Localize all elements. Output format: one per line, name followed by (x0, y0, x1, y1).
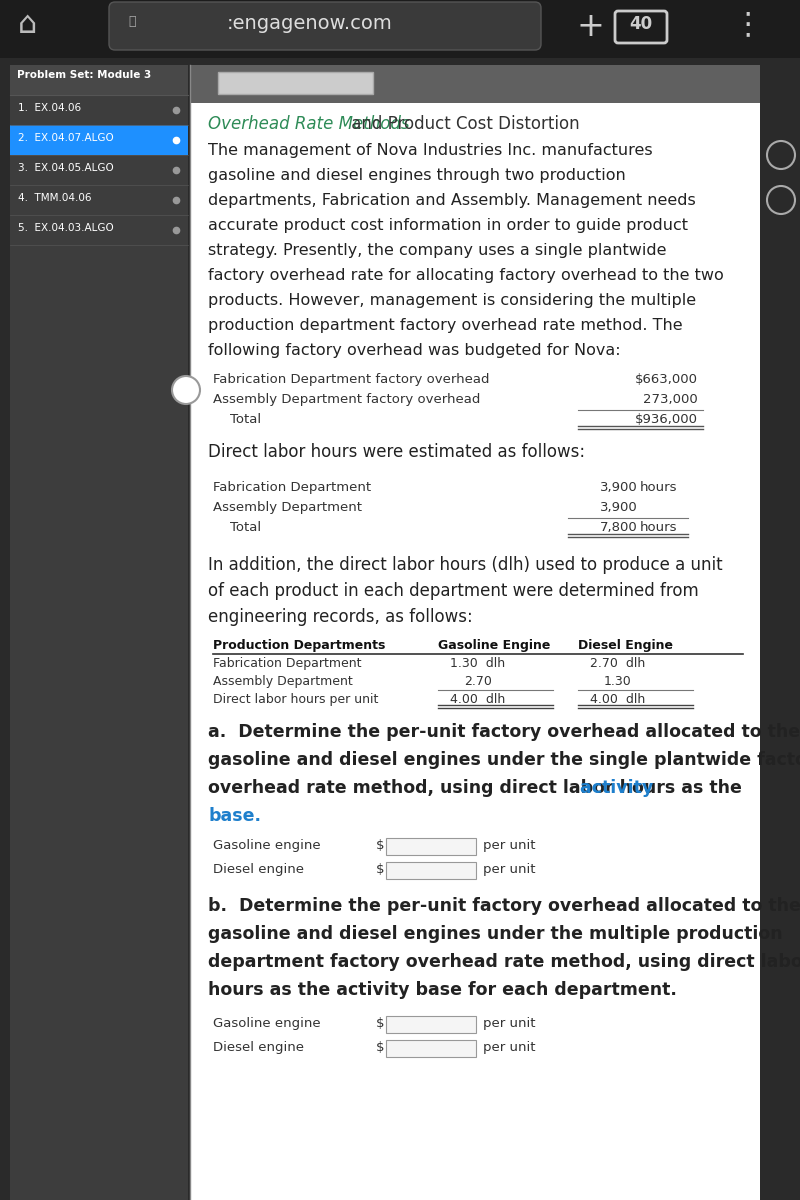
Text: 7,800: 7,800 (600, 521, 638, 534)
Bar (218, 72, 373, 94)
Text: per unit: per unit (483, 839, 535, 852)
Text: 2.70  dlh: 2.70 dlh (590, 658, 646, 670)
Text: Problem Set: Module 3: Problem Set: Module 3 (17, 70, 151, 80)
Bar (0, 0, 800, 58)
Text: accurate product cost information in order to guide product: accurate product cost information in ord… (208, 218, 688, 233)
Text: $: $ (376, 839, 385, 852)
Text: $: $ (376, 863, 385, 876)
Text: department factory overhead rate method, using direct labor: department factory overhead rate method,… (208, 953, 800, 971)
Text: ○: ○ (774, 192, 788, 206)
Text: Total: Total (213, 521, 261, 534)
Text: Fabrication Department factory overhead: Fabrication Department factory overhead (213, 373, 490, 386)
Text: The management of Nova Industries Inc. manufactures: The management of Nova Industries Inc. m… (208, 143, 653, 158)
Circle shape (767, 186, 795, 214)
Text: strategy. Presently, the company uses a single plantwide: strategy. Presently, the company uses a … (208, 242, 666, 258)
Text: 1.  EX.04.06: 1. EX.04.06 (18, 103, 81, 113)
Text: 273,000: 273,000 (643, 392, 698, 406)
Text: 4.  TMM.04.06: 4. TMM.04.06 (18, 193, 91, 203)
Text: Assembly Department factory overhead: Assembly Department factory overhead (213, 392, 480, 406)
Text: Diesel Engine: Diesel Engine (578, 638, 673, 652)
Bar (190, 65, 760, 1200)
Bar (10, 185, 188, 215)
Bar (386, 1016, 476, 1033)
Text: gasoline and diesel engines under the multiple production: gasoline and diesel engines under the mu… (208, 925, 782, 943)
Text: overhead rate method, using direct labor hours as the: overhead rate method, using direct labor… (208, 779, 742, 797)
Text: 40: 40 (630, 14, 653, 32)
Bar (386, 862, 476, 878)
Bar (190, 65, 760, 103)
Text: +: + (576, 10, 604, 43)
Text: activity: activity (574, 779, 653, 797)
Text: Overhead Rate Methods: Overhead Rate Methods (208, 115, 410, 133)
Text: Assembly Department: Assembly Department (213, 674, 353, 688)
Text: hours: hours (640, 481, 678, 494)
FancyBboxPatch shape (109, 2, 541, 50)
Text: 1.30: 1.30 (604, 674, 632, 688)
Bar (10, 95, 188, 125)
Text: ?: ? (776, 148, 786, 166)
Text: gasoline and diesel engines under the single plantwide factory: gasoline and diesel engines under the si… (208, 751, 800, 769)
Text: products. However, management is considering the multiple: products. However, management is conside… (208, 293, 696, 308)
Text: In addition, the direct labor hours (dlh) used to produce a unit: In addition, the direct labor hours (dlh… (208, 556, 722, 574)
Circle shape (767, 140, 795, 169)
Circle shape (172, 376, 200, 404)
Text: per unit: per unit (483, 863, 535, 876)
Text: per unit: per unit (483, 1018, 535, 1030)
Text: Diesel engine: Diesel engine (213, 1040, 304, 1054)
Text: and Product Cost Distortion: and Product Cost Distortion (346, 115, 579, 133)
Text: Gasoline engine: Gasoline engine (213, 1018, 321, 1030)
Text: following factory overhead was budgeted for Nova:: following factory overhead was budgeted … (208, 343, 621, 358)
Text: 2.  EX.04.07.ALGO: 2. EX.04.07.ALGO (18, 133, 114, 143)
Text: a.  Determine the per-unit factory overhead allocated to the: a. Determine the per-unit factory overhe… (208, 722, 800, 740)
Text: hours as the activity base for each department.: hours as the activity base for each depa… (208, 982, 677, 998)
Text: 3.  EX.04.05.ALGO: 3. EX.04.05.ALGO (18, 163, 114, 173)
Text: <: < (180, 383, 192, 398)
Text: per unit: per unit (483, 1040, 535, 1054)
Text: Total: Total (213, 413, 261, 426)
Text: ⋮: ⋮ (733, 10, 763, 38)
Bar (10, 125, 188, 155)
Text: 5.  EX.04.03.ALGO: 5. EX.04.03.ALGO (18, 223, 114, 233)
Text: 3,900: 3,900 (600, 502, 638, 514)
Bar (386, 838, 476, 854)
Bar (386, 1040, 476, 1057)
Text: 4.00  dlh: 4.00 dlh (450, 692, 506, 706)
Text: b.  Determine the per-unit factory overhead allocated to the: b. Determine the per-unit factory overhe… (208, 898, 800, 914)
Text: $: $ (376, 1018, 385, 1030)
Text: Fabrication Department: Fabrication Department (213, 658, 362, 670)
Text: engineering records, as follows:: engineering records, as follows: (208, 608, 473, 626)
Text: factory overhead rate for allocating factory overhead to the two: factory overhead rate for allocating fac… (208, 268, 724, 283)
Bar (10, 65, 188, 1200)
Text: $936,000: $936,000 (635, 413, 698, 426)
Text: base.: base. (208, 806, 261, 826)
Text: 🔒: 🔒 (128, 14, 135, 28)
Text: $663,000: $663,000 (635, 373, 698, 386)
Bar (10, 215, 188, 245)
Text: 4.00  dlh: 4.00 dlh (590, 692, 646, 706)
Text: Gasoline engine: Gasoline engine (213, 839, 321, 852)
Text: Assembly Department: Assembly Department (213, 502, 362, 514)
Text: Production Departments: Production Departments (213, 638, 386, 652)
Text: 2.70: 2.70 (464, 674, 492, 688)
Text: production department factory overhead rate method. The: production department factory overhead r… (208, 318, 682, 332)
Text: 1.30  dlh: 1.30 dlh (450, 658, 506, 670)
Text: Gasoline Engine: Gasoline Engine (438, 638, 550, 652)
Text: Diesel engine: Diesel engine (213, 863, 304, 876)
Bar (762, 65, 800, 1200)
Text: ⌂: ⌂ (18, 10, 38, 38)
Bar (10, 65, 188, 95)
Text: gasoline and diesel engines through two production: gasoline and diesel engines through two … (208, 168, 626, 182)
Text: $: $ (376, 1040, 385, 1054)
Bar (10, 155, 188, 185)
Text: of each product in each department were determined from: of each product in each department were … (208, 582, 698, 600)
Text: Direct labor hours per unit: Direct labor hours per unit (213, 692, 378, 706)
Text: 3,900: 3,900 (600, 481, 638, 494)
Text: Fabrication Department: Fabrication Department (213, 481, 371, 494)
Text: departments, Fabrication and Assembly. Management needs: departments, Fabrication and Assembly. M… (208, 193, 696, 208)
Text: :engagenow.com: :engagenow.com (227, 14, 393, 32)
Text: hours: hours (640, 521, 678, 534)
Text: Direct labor hours were estimated as follows:: Direct labor hours were estimated as fol… (208, 443, 585, 461)
